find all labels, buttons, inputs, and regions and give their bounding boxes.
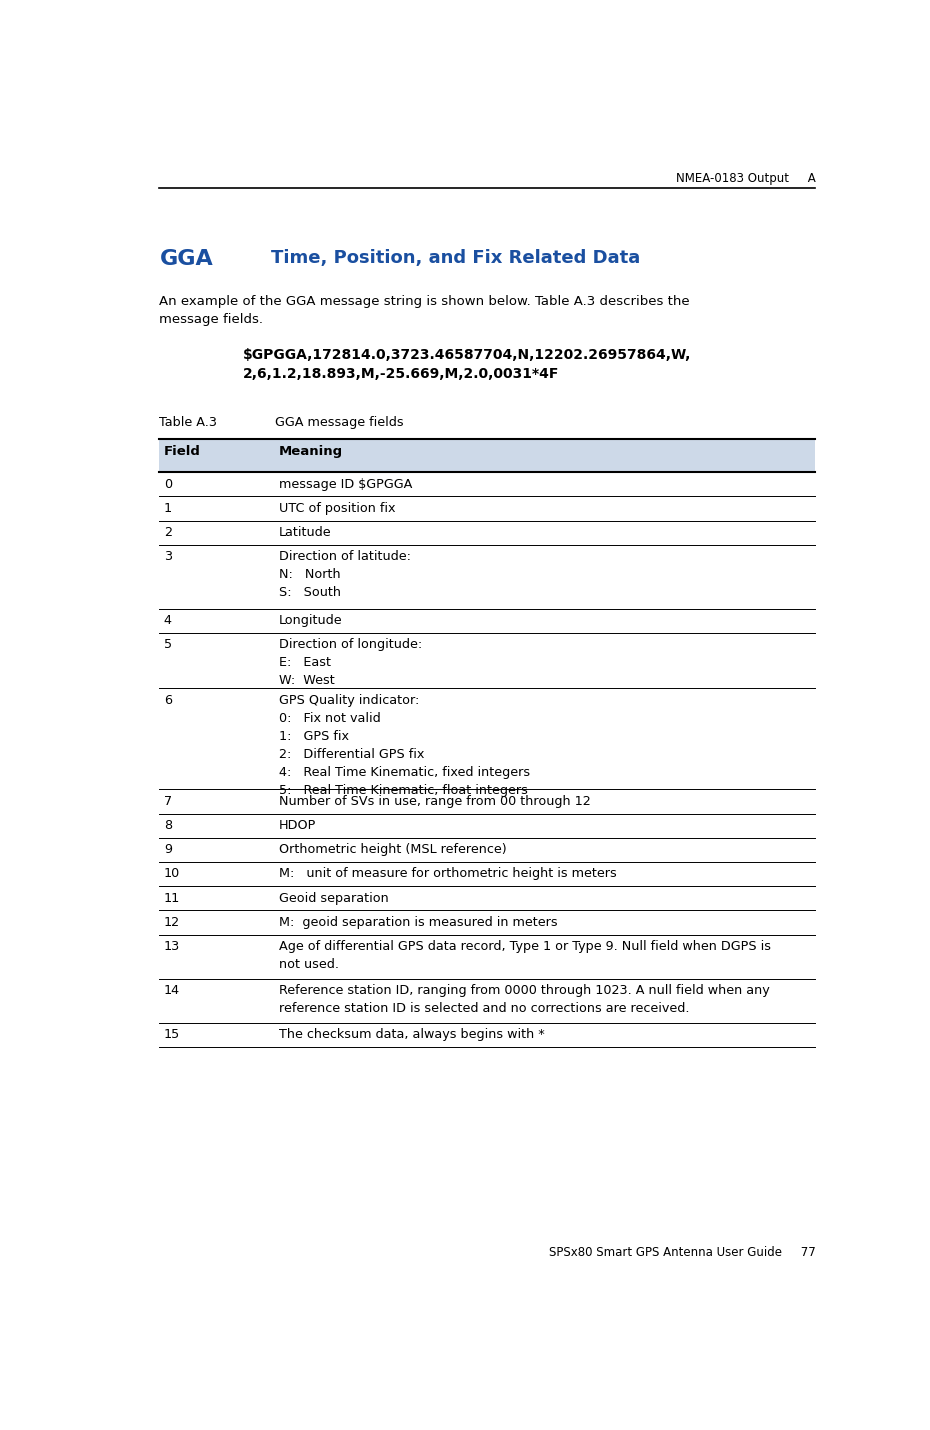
Text: Meaning: Meaning (279, 445, 343, 458)
Text: SPSx80 Smart GPS Antenna User Guide     77: SPSx80 Smart GPS Antenna User Guide 77 (549, 1247, 816, 1260)
Text: $GPGGA,172814.0,3723.46587704,N,12202.26957864,W,
2,6,1.2,18.893,M,-25.669,M,2.0: $GPGGA,172814.0,3723.46587704,N,12202.26… (243, 347, 691, 382)
Text: 13: 13 (164, 940, 180, 954)
Text: Age of differential GPS data record, Type 1 or Type 9. Null field when DGPS is
n: Age of differential GPS data record, Typ… (279, 940, 771, 971)
Text: 6: 6 (164, 694, 172, 706)
Text: 10: 10 (164, 868, 180, 881)
Text: 0: 0 (164, 478, 172, 490)
Text: M:   unit of measure for orthometric height is meters: M: unit of measure for orthometric heigh… (279, 868, 617, 881)
Text: GPS Quality indicator:
0:   Fix not valid
1:   GPS fix
2:   Differential GPS fix: GPS Quality indicator: 0: Fix not valid … (279, 694, 530, 797)
Text: Number of SVs in use, range from 00 through 12: Number of SVs in use, range from 00 thro… (279, 795, 591, 808)
Text: GGA message fields: GGA message fields (275, 416, 404, 429)
Text: 8: 8 (164, 819, 172, 832)
Text: HDOP: HDOP (279, 819, 316, 832)
Text: 7: 7 (164, 795, 172, 808)
Text: GGA: GGA (159, 249, 213, 269)
Text: M:  geoid separation is measured in meters: M: geoid separation is measured in meter… (279, 917, 558, 930)
Text: Table A.3: Table A.3 (159, 416, 218, 429)
Text: message ID $GPGGA: message ID $GPGGA (279, 478, 413, 490)
Text: 4: 4 (164, 615, 172, 628)
Text: NMEA-0183 Output     A: NMEA-0183 Output A (675, 172, 816, 184)
Text: 14: 14 (164, 984, 179, 997)
Text: Time, Position, and Fix Related Data: Time, Position, and Fix Related Data (272, 249, 641, 266)
Text: 1: 1 (164, 502, 172, 515)
Text: Field: Field (164, 445, 201, 458)
Text: 15: 15 (164, 1028, 180, 1041)
Text: 11: 11 (164, 892, 180, 905)
Text: Orthometric height (MSL reference): Orthometric height (MSL reference) (279, 844, 507, 857)
Text: Latitude: Latitude (279, 526, 332, 539)
Text: The checksum data, always begins with *: The checksum data, always begins with * (279, 1028, 545, 1041)
Text: 3: 3 (164, 551, 172, 563)
Text: 9: 9 (164, 844, 172, 857)
Text: 12: 12 (164, 917, 179, 930)
Text: Geoid separation: Geoid separation (279, 892, 389, 905)
Text: 5: 5 (164, 638, 172, 652)
Bar (159, 439, 816, 472)
Text: Direction of latitude:
N:   North
S:   South: Direction of latitude: N: North S: South (279, 551, 411, 599)
Text: Longitude: Longitude (279, 615, 343, 628)
Text: Reference station ID, ranging from 0000 through 1023. A null field when any
refe: Reference station ID, ranging from 0000 … (279, 984, 770, 1015)
Text: UTC of position fix: UTC of position fix (279, 502, 395, 515)
Text: An example of the GGA message string is shown below. Table A.3 describes the
mes: An example of the GGA message string is … (159, 295, 690, 326)
Text: 2: 2 (164, 526, 172, 539)
Text: Direction of longitude:
E:   East
W:  West: Direction of longitude: E: East W: West (279, 638, 422, 688)
